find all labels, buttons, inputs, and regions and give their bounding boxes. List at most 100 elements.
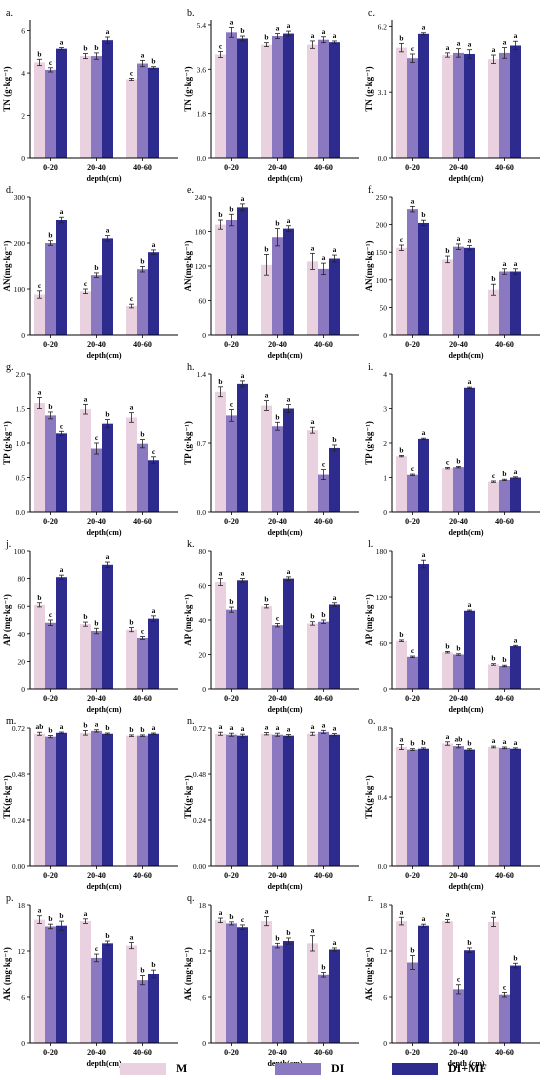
x-tick-label: 40-60 [495, 1048, 514, 1057]
bar-di-40-60 [137, 443, 148, 512]
y-tick-label: 0 [383, 508, 387, 517]
significance-letter: c [411, 464, 415, 473]
panel-label: e. [187, 185, 194, 196]
x-tick-label: 40-60 [314, 163, 333, 172]
bar-m-0-20 [215, 54, 226, 158]
bar-di-mf-0-20 [56, 577, 67, 689]
bar-di-40-60 [318, 39, 329, 158]
bar-di-mf-20-40 [283, 408, 294, 512]
bar-m-0-20 [396, 47, 407, 158]
significance-letter: a [230, 723, 234, 732]
bar-m-40-60 [126, 735, 137, 866]
bar-m-0-20 [396, 921, 407, 1043]
bar-m-20-40 [442, 921, 453, 1043]
y-tick-label: 60 [18, 602, 26, 611]
bar-di-mf-0-20 [418, 564, 429, 689]
x-tick-label: 0-20 [224, 1048, 239, 1057]
significance-letter: b [321, 610, 325, 619]
bar-di-mf-0-20 [56, 433, 67, 512]
bar-di-20-40 [453, 52, 464, 158]
bar-di-0-20 [45, 736, 56, 866]
x-tick-label: 0-20 [224, 517, 239, 526]
bar-m-0-20 [396, 247, 407, 335]
significance-letter: b [399, 630, 403, 639]
significance-letter: a [152, 723, 156, 732]
significance-letter: ab [455, 734, 463, 743]
x-tick-label: 40-60 [495, 517, 514, 526]
bar-m-20-40 [442, 55, 453, 158]
bar-di-mf-40-60 [148, 974, 159, 1043]
bar-m-40-60 [307, 430, 318, 512]
x-tick-label: 0-20 [405, 871, 420, 880]
bar-di-0-20 [407, 962, 418, 1043]
significance-letter: a [457, 234, 461, 243]
y-tick-label: 1.4 [197, 370, 207, 379]
significance-letter: a [141, 50, 145, 59]
significance-letter: b [151, 960, 155, 969]
x-tick-label: 40-60 [314, 1048, 333, 1057]
significance-letter: c [49, 610, 53, 619]
y-tick-label: 20 [199, 651, 207, 660]
y-tick-label: 100 [14, 547, 26, 556]
bar-m-0-20 [34, 62, 45, 158]
x-axis-label: depth(cm) [86, 705, 121, 714]
significance-letter: b [264, 594, 268, 603]
y-tick-label: 3.6 [197, 65, 207, 74]
significance-letter: b [421, 210, 425, 219]
panel-label: n. [187, 716, 195, 727]
y-tick-label: 1 [383, 474, 387, 483]
x-tick-label: 20-40 [87, 517, 106, 526]
significance-letter: a [468, 40, 472, 49]
bar-di-mf-20-40 [464, 387, 475, 512]
y-tick-label: 4 [21, 69, 25, 78]
x-tick-label: 0-20 [405, 340, 420, 349]
panel-label: j. [5, 539, 11, 550]
significance-letter: a [60, 207, 64, 216]
bar-di-mf-40-60 [329, 949, 340, 1043]
bar-m-40-60 [488, 664, 499, 689]
x-tick-label: 20-40 [449, 340, 468, 349]
significance-letter: b [48, 725, 52, 734]
x-tick-label: 40-60 [133, 694, 152, 703]
significance-letter: a [514, 259, 518, 268]
significance-letter: c [446, 457, 450, 466]
significance-letter: a [492, 907, 496, 916]
legend: M DI DI+MF [0, 1058, 550, 1080]
bar-di-mf-0-20 [237, 38, 248, 158]
significance-letter: a [265, 391, 269, 400]
bar-di-mf-0-20 [237, 927, 248, 1043]
panel-label: b. [187, 8, 195, 19]
significance-letter: b [94, 43, 98, 52]
y-tick-label: 60 [380, 639, 388, 648]
significance-letter: c [130, 294, 134, 303]
significance-letter: b [445, 246, 449, 255]
significance-letter: c [322, 460, 326, 469]
significance-letter: b [105, 410, 109, 419]
significance-letter: b [140, 725, 144, 734]
bar-m-40-60 [126, 79, 137, 158]
significance-letter: a [60, 565, 64, 574]
significance-letter: b [140, 966, 144, 975]
panel-label: q. [187, 893, 195, 904]
x-tick-label: 40-60 [133, 1048, 152, 1057]
bar-di-mf-0-20 [237, 383, 248, 512]
x-tick-label: 40-60 [133, 517, 152, 526]
significance-letter: a [322, 253, 326, 262]
y-tick-label: 12 [199, 947, 207, 956]
significance-letter: b [83, 612, 87, 621]
x-tick-label: 20-40 [449, 1048, 468, 1057]
y-tick-label: 2.0 [16, 370, 26, 379]
bar-m-40-60 [126, 945, 137, 1043]
bar-m-0-20 [34, 294, 45, 335]
significance-letter: a [276, 24, 280, 33]
y-axis-label: AK (mg·kg⁻¹) [364, 947, 374, 1001]
panel-label: m. [6, 716, 16, 727]
y-tick-label: 40 [18, 630, 26, 639]
x-tick-label: 0-20 [43, 871, 58, 880]
significance-letter: a [84, 394, 88, 403]
panel-o: o.0.00.40.8TK(g·kg⁻¹)a b b0-20a ab b20-40a a a… [364, 716, 540, 891]
bar-m-40-60 [307, 943, 318, 1043]
bar-m-40-60 [488, 481, 499, 512]
